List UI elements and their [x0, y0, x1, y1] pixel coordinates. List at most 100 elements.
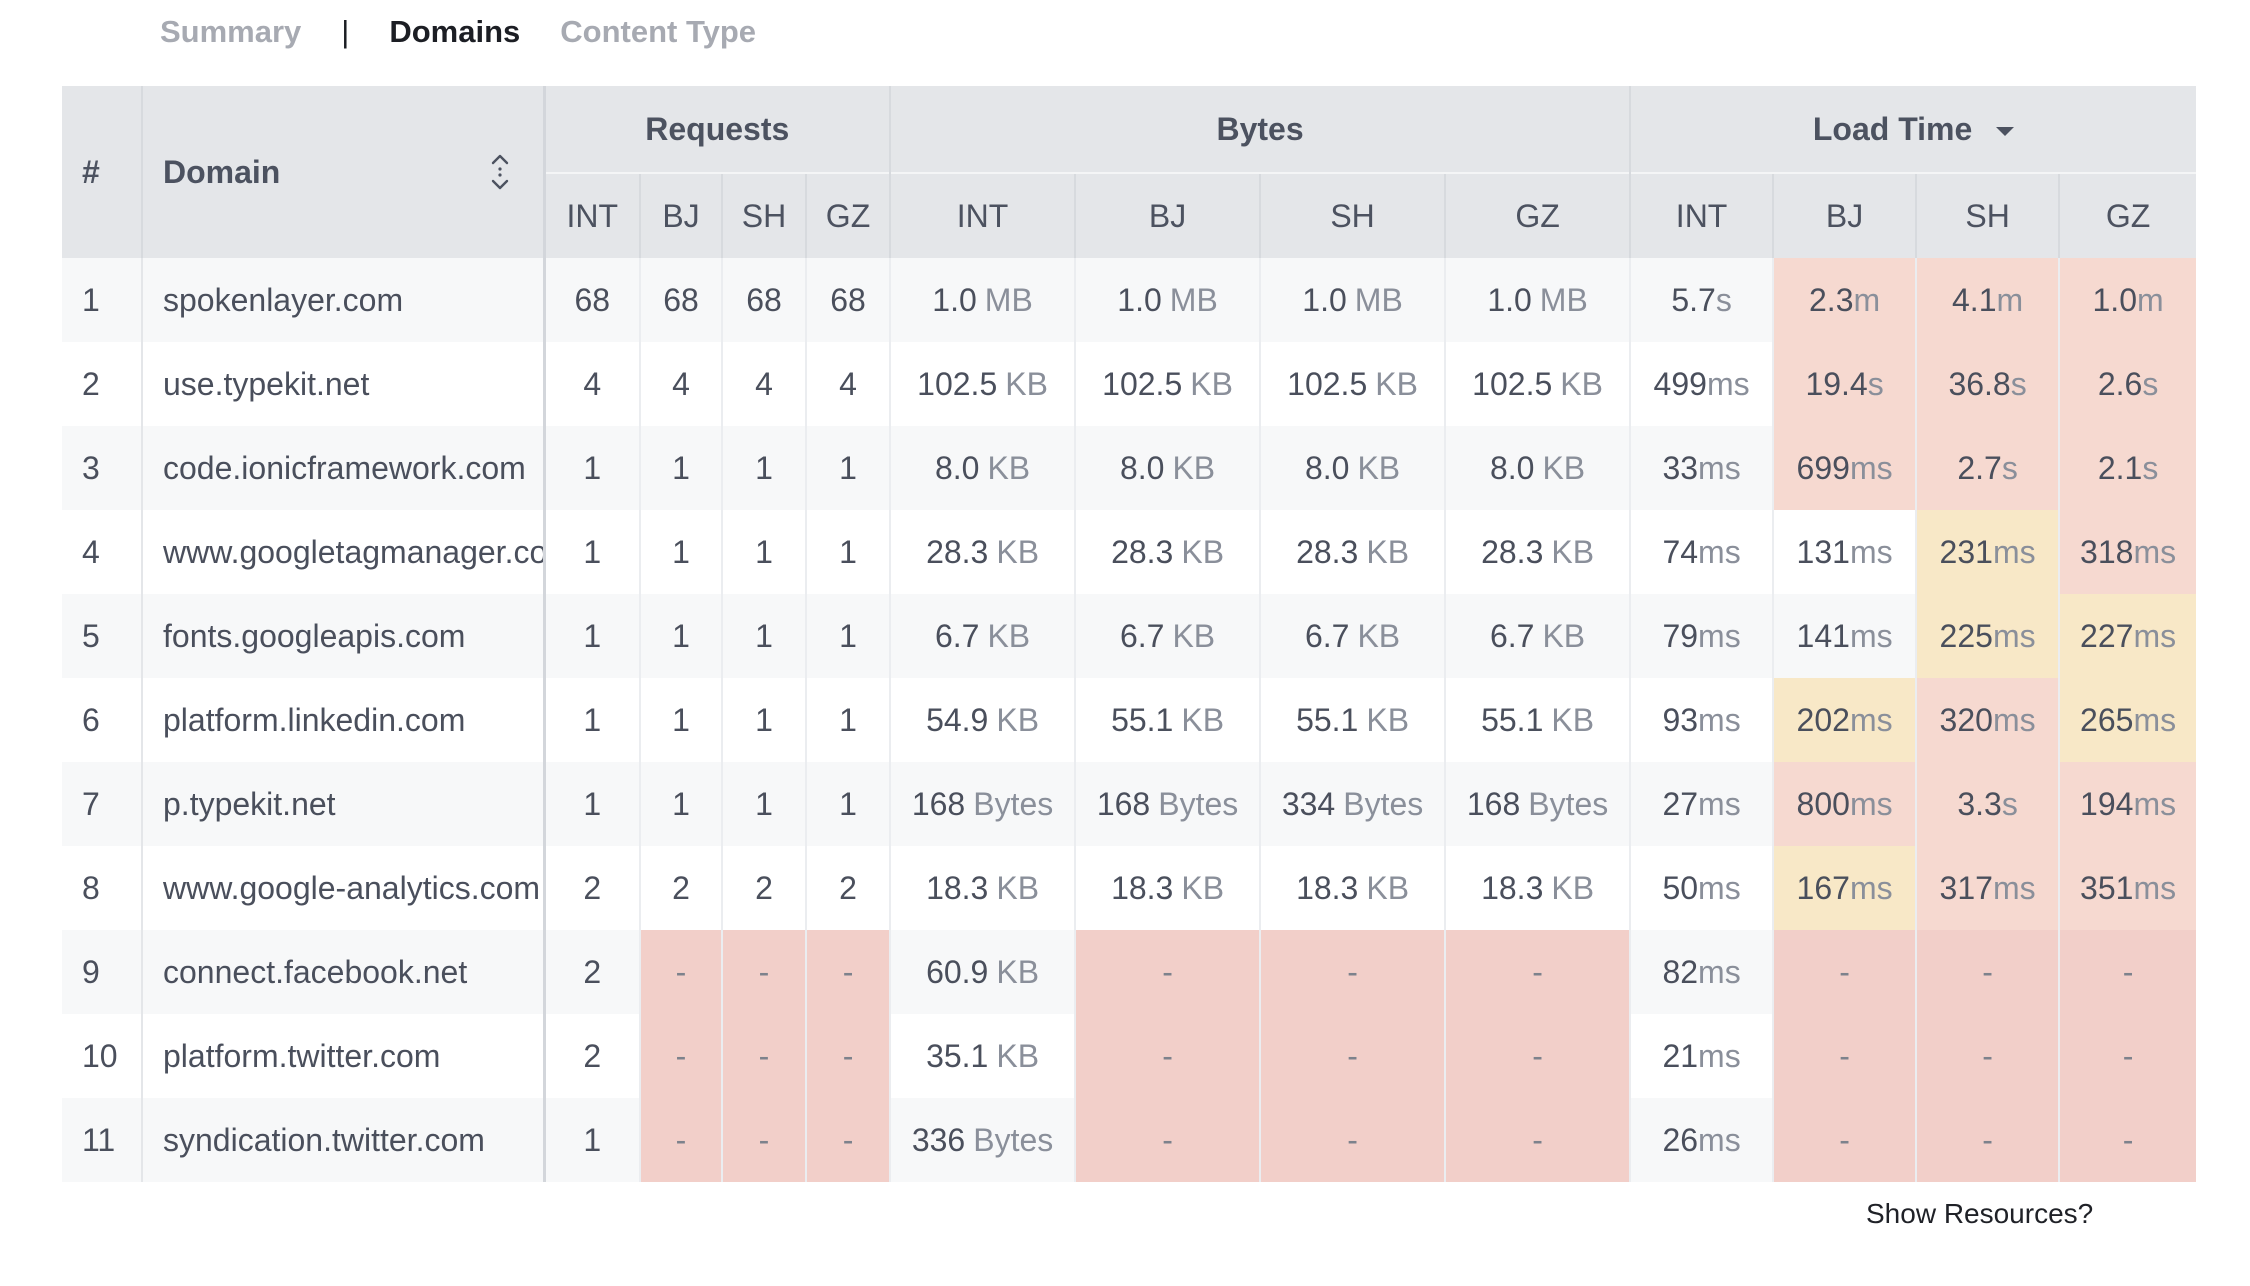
domain-cell: spokenlayer.com [141, 258, 544, 342]
load-int-cell-unit: ms [1698, 533, 1741, 570]
bytes-int-cell-value: 28.3 [926, 533, 989, 570]
bytes-gz-cell-value: 1.0 [1487, 281, 1532, 318]
bytes-int-cell: 1.0 MB [889, 258, 1076, 342]
bytes-gz-cell-unit: KB [1542, 617, 1586, 654]
tab-summary[interactable]: Summary [160, 14, 302, 49]
bytes-gz-cell: - [1444, 1014, 1631, 1098]
bytes-gz-cell: 18.3 KB [1444, 846, 1631, 930]
load-sh-cell-value: 231 [1939, 533, 1993, 570]
requests-gz-cell: - [804, 930, 891, 1014]
domain-cell: www.google-analytics.com [141, 846, 544, 930]
table-row: 2 use.typekit.net 4 4 4 4 102.5 KB 102.5 KB 102.5 K… [62, 342, 2197, 426]
subheader-bytes-int: INT [889, 172, 1076, 258]
requests-bj-cell: - [639, 1014, 722, 1098]
load-sh-cell-value: 3.3 [1957, 785, 2002, 822]
load-bj-cell-unit: m [1853, 281, 1881, 318]
table-body: 1 spokenlayer.com 68 68 68 68 1.0 MB 1.0 MB 1.0 MB 1… [62, 258, 2197, 1182]
bytes-int-cell-value: 336 [911, 1121, 966, 1158]
subheader-load-int: INT [1629, 172, 1774, 258]
bytes-int-cell: 336 Bytes [889, 1098, 1076, 1182]
load-sh-cell: 4.1m [1915, 258, 2060, 342]
requests-int-cell: 2 [542, 846, 640, 930]
load-int-cell: 5.7s [1629, 258, 1774, 342]
load-bj-cell-unit: s [1867, 365, 1884, 402]
load-gz-cell-value: 1.0 [2092, 281, 2137, 318]
domain-cell: platform.linkedin.com [141, 678, 544, 762]
bytes-int-cell-unit: KB [996, 701, 1040, 738]
requests-gz-cell: 68 [804, 258, 891, 342]
requests-gz-cell: 4 [804, 342, 891, 426]
load-int-cell: 93ms [1629, 678, 1774, 762]
bytes-gz-cell-unit: KB [1560, 365, 1603, 402]
bytes-gz-cell: 28.3 KB [1444, 510, 1631, 594]
bytes-bj-cell-value: 1.0 [1117, 281, 1162, 318]
load-bj-cell-value: 202 [1796, 701, 1850, 738]
load-int-cell-unit: ms [1698, 1121, 1741, 1158]
bytes-gz-cell-value: 18.3 [1481, 869, 1544, 906]
bytes-gz-cell: 6.7 KB [1444, 594, 1631, 678]
table-row: 7 p.typekit.net 1 1 1 1 168 Bytes 168 Bytes 334 Byt… [62, 762, 2197, 846]
load-gz-cell-unit: s [2142, 449, 2159, 486]
load-bj-cell-value: 800 [1796, 785, 1850, 822]
load-gz-cell: - [2058, 1014, 2197, 1098]
load-sh-cell: 3.3s [1915, 762, 2060, 846]
row-index: 5 [62, 594, 142, 678]
load-int-cell-value: 93 [1662, 701, 1699, 738]
requests-gz-cell: 1 [804, 510, 891, 594]
bytes-sh-cell-value: 8.0 [1304, 449, 1350, 486]
row-index: 11 [62, 1098, 142, 1182]
group-header-load-time[interactable]: Load Time [1629, 86, 2197, 173]
load-int-cell-value: 21 [1662, 1037, 1699, 1074]
bytes-bj-cell-value: 168 [1096, 785, 1151, 822]
bytes-gz-cell-unit: MB [1539, 281, 1588, 318]
load-bj-cell-value: 699 [1796, 449, 1850, 486]
sort-icon[interactable] [487, 152, 513, 192]
requests-int-cell: 1 [542, 426, 640, 510]
bytes-int-cell-value: 102.5 [917, 365, 998, 402]
domain-cell: fonts.googleapis.com [141, 594, 544, 678]
load-sh-cell-value: 4.1 [1952, 281, 1997, 318]
subheader-requests-bj: BJ [639, 172, 722, 258]
load-sh-cell: 320ms [1915, 678, 2060, 762]
bytes-bj-cell: - [1074, 1014, 1261, 1098]
column-header-domain[interactable]: Domain [141, 86, 544, 258]
load-int-cell-value: 82 [1662, 953, 1699, 990]
bytes-int-cell-value: 60.9 [926, 953, 989, 990]
tab-domains[interactable]: Domains [389, 14, 521, 49]
bytes-sh-cell: 334 Bytes [1259, 762, 1446, 846]
bytes-bj-cell-value: - [1162, 1121, 1173, 1158]
domains-table: # Domain Requests Bytes Load Time IN [62, 86, 2197, 1182]
load-gz-cell-value: 318 [2080, 533, 2134, 570]
load-int-cell-value: 26 [1662, 1121, 1699, 1158]
show-resources-link[interactable]: Show Resources? [1866, 1198, 2094, 1229]
bytes-gz-cell: - [1444, 930, 1631, 1014]
load-bj-cell-value: 19.4 [1805, 365, 1868, 402]
bytes-bj-cell: 1.0 MB [1074, 258, 1261, 342]
subheader-requests-gz: GZ [804, 172, 891, 258]
requests-int-cell: 1 [542, 1098, 640, 1182]
bytes-int-cell-unit: KB [996, 869, 1040, 906]
load-int-cell-unit: s [1715, 281, 1732, 318]
row-index: 7 [62, 762, 142, 846]
bytes-bj-cell-value: - [1162, 953, 1173, 990]
bytes-bj-cell-value: 8.0 [1119, 449, 1165, 486]
bytes-int-cell-value: 1.0 [932, 281, 977, 318]
bytes-sh-cell-unit: KB [1366, 533, 1410, 570]
bytes-gz-cell-value: 102.5 [1472, 365, 1553, 402]
bytes-int-cell: 6.7 KB [889, 594, 1076, 678]
requests-bj-cell: 1 [639, 678, 722, 762]
bytes-gz-cell-value: 6.7 [1489, 617, 1535, 654]
bytes-sh-cell-value: 334 [1281, 785, 1336, 822]
table-row: 4 www.googletagmanager.com 1 1 1 1 28.3 KB 28.3 K… [62, 510, 2197, 594]
table-row: 3 code.ionicframework.com 1 1 1 1 8.0 KB 8.0 KB 8.… [62, 426, 2197, 510]
tab-content-type[interactable]: Content Type [560, 14, 757, 49]
bytes-sh-cell-unit: MB [1354, 281, 1403, 318]
load-sh-cell: - [1915, 930, 2060, 1014]
table-row: 11 syndication.twitter.com 1- - -336 Bytes - - -… [62, 1098, 2197, 1182]
load-sh-cell: - [1915, 1014, 2060, 1098]
domain-cell: use.typekit.net [141, 342, 544, 426]
sort-desc-icon [1996, 126, 2015, 136]
load-bj-cell: 202ms [1772, 678, 1917, 762]
load-bj-cell: 699ms [1772, 426, 1917, 510]
bytes-int-cell-value: 18.3 [926, 869, 989, 906]
